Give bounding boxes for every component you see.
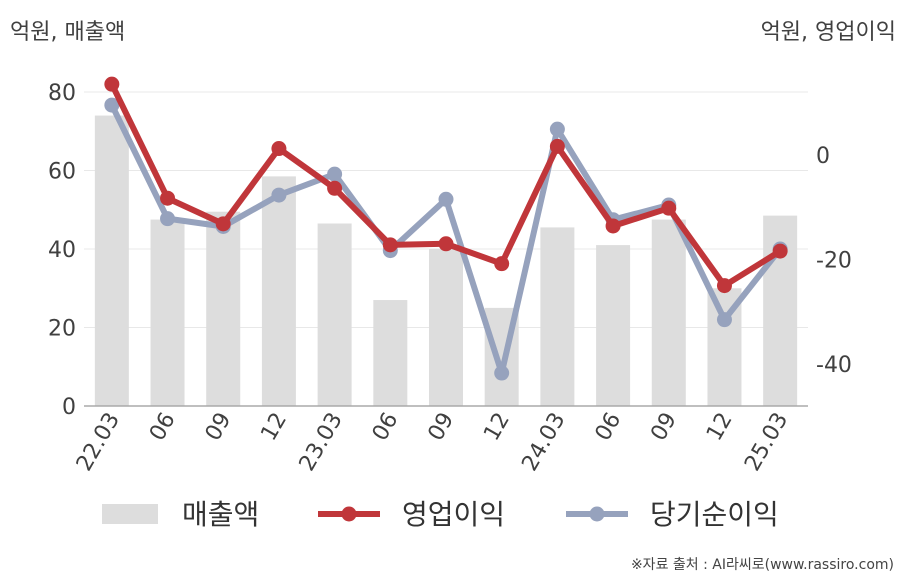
net-income-point xyxy=(160,211,176,227)
left-axis-ticks: 0 20 40 60 80 xyxy=(48,81,76,420)
x-tick-label: 12 xyxy=(479,409,515,446)
x-tick-label: 06 xyxy=(145,409,181,446)
x-tick-label: 24.03 xyxy=(517,409,570,476)
revenue-bar xyxy=(206,211,241,406)
net-income-point xyxy=(327,166,343,182)
legend-revenue-label: 매출액 xyxy=(182,498,259,531)
left-axis-unit-label: 억원, 매출액 xyxy=(10,20,126,45)
left-tick-label: 40 xyxy=(48,238,76,263)
right-axis-ticks: 0 -20 -40 xyxy=(816,144,852,378)
x-tick-label: 09 xyxy=(646,409,682,446)
revenue-bar xyxy=(651,219,686,406)
net-income-point xyxy=(494,365,510,381)
operating-profit-point xyxy=(327,180,343,196)
revenue-bar xyxy=(317,223,352,406)
legend-net-income-marker xyxy=(589,506,605,522)
operating-profit-point xyxy=(215,216,231,232)
operating-profit-point xyxy=(494,256,510,272)
x-tick-label: 22.03 xyxy=(72,409,125,476)
profit-lines xyxy=(104,76,788,381)
x-tick-label: 23.03 xyxy=(295,409,348,476)
net-income-point xyxy=(549,121,565,137)
legend-net-income-label: 당기순이익 xyxy=(650,498,779,531)
operating-profit-point xyxy=(772,243,788,259)
chart-legend: 매출액 영업이익 당기순이익 xyxy=(102,498,779,531)
x-axis-ticks: 22.03 06 09 12 23.03 06 09 12 24.03 06 09 12 25.03 xyxy=(72,409,793,476)
revenue-bar xyxy=(261,176,296,406)
revenue-bar xyxy=(429,249,463,406)
operating-profit-point xyxy=(104,76,120,92)
left-tick-label: 80 xyxy=(48,81,76,106)
legend-operating-profit-marker xyxy=(341,506,357,522)
x-tick-label: 12 xyxy=(256,409,292,446)
operating-profit-point xyxy=(661,200,677,216)
revenue-bar xyxy=(94,115,129,407)
left-tick-label: 20 xyxy=(48,317,76,342)
left-tick-label: 60 xyxy=(48,160,76,185)
revenue-bars xyxy=(94,115,798,407)
net-income-point xyxy=(104,97,120,113)
net-income-point xyxy=(438,191,454,207)
legend-operating-profit-label: 영업이익 xyxy=(402,498,505,531)
x-tick-label: 09 xyxy=(424,409,460,446)
right-tick-label: 0 xyxy=(816,144,830,169)
operating-profit-point xyxy=(271,141,287,157)
source-caption: ※자료 출처 : AI라씨로(www.rassiro.com) xyxy=(630,557,894,573)
x-tick-label: 06 xyxy=(368,409,404,446)
operating-profit-point xyxy=(160,190,176,206)
operating-profit-point xyxy=(716,278,732,294)
x-tick-label: 09 xyxy=(201,409,237,446)
x-tick-label: 06 xyxy=(591,409,627,446)
operating-profit-point xyxy=(605,218,621,234)
x-tick-label: 25.03 xyxy=(740,409,793,476)
revenue-bar xyxy=(540,227,575,406)
revenue-bar xyxy=(150,219,185,406)
right-tick-label: -40 xyxy=(816,353,852,378)
net-income-point xyxy=(271,187,287,203)
operating-profit-point xyxy=(549,138,565,154)
x-tick-label: 12 xyxy=(702,409,738,446)
operating-profit-point xyxy=(438,236,454,252)
net-income-point xyxy=(716,312,732,328)
legend-revenue-swatch xyxy=(102,504,158,524)
left-tick-label: 0 xyxy=(62,395,76,420)
revenue-bar xyxy=(596,245,631,406)
right-axis-unit-label: 억원, 영업이익 xyxy=(760,20,896,45)
right-tick-label: -20 xyxy=(816,248,852,273)
operating-profit-point xyxy=(382,237,398,253)
revenue-bar xyxy=(373,300,408,406)
